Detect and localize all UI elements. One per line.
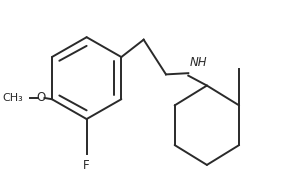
Text: O: O xyxy=(36,92,45,105)
Text: F: F xyxy=(83,159,90,172)
Text: NH: NH xyxy=(189,56,207,69)
Text: CH₃: CH₃ xyxy=(3,93,23,103)
